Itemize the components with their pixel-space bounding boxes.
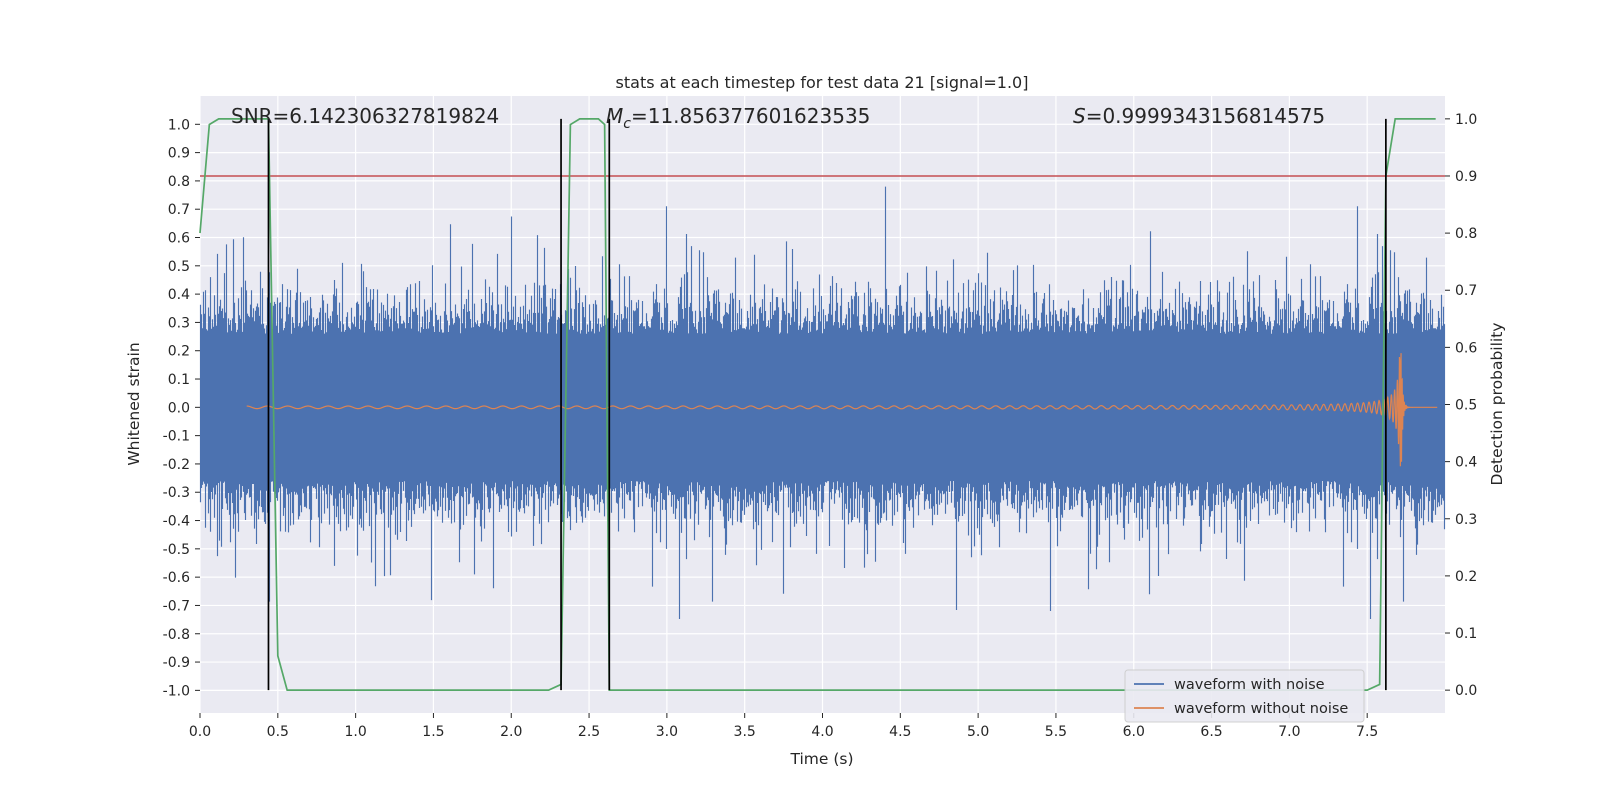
detection-markers bbox=[267, 118, 1387, 691]
y-tick-label-left: 0.9 bbox=[168, 146, 190, 162]
y-tick-label-right: 0.3 bbox=[1455, 512, 1477, 528]
legend-box bbox=[1124, 669, 1365, 723]
y-tick-label-left: 0.7 bbox=[168, 202, 190, 218]
x-tick-label: 3.5 bbox=[734, 724, 756, 740]
x-tick-label: 4.0 bbox=[811, 724, 833, 740]
x-tick-label: 7.5 bbox=[1356, 724, 1378, 740]
y-tick-label-right: 0.9 bbox=[1455, 169, 1477, 185]
legend-label-signal: waveform without noise bbox=[1174, 701, 1348, 717]
y-tick-label-left: -0.5 bbox=[163, 542, 190, 558]
y-tick-label-left: -0.8 bbox=[163, 627, 190, 643]
x-axis-label: Time (s) bbox=[789, 750, 853, 768]
x-tick-label: 6.5 bbox=[1200, 724, 1222, 740]
detection-statistic-annotation: S=0.9999343156814575 bbox=[1073, 104, 1325, 128]
signal-waveform-layer bbox=[246, 353, 1438, 467]
statistic-value: =0.9999343156814575 bbox=[1086, 104, 1325, 128]
y-tick-label-right: 0.5 bbox=[1455, 398, 1477, 414]
x-tick-label: 5.0 bbox=[967, 724, 989, 740]
y-tick-label-left: 0.8 bbox=[168, 174, 190, 190]
detection-probability-line bbox=[199, 118, 1436, 691]
y-tick-label-left: 0.6 bbox=[168, 231, 190, 247]
x-tick-label: 4.5 bbox=[889, 724, 911, 740]
legend-label-noise: waveform with noise bbox=[1174, 677, 1325, 693]
axes: 0.0 0.5 1.0 1.5 2.0 2.5 3.0 3.5 4.0 4.5 5.0 5.5 6.0 6… bbox=[163, 112, 1478, 740]
y-tick-label-right: 0.6 bbox=[1455, 340, 1477, 356]
y-tick-label-left: 0.3 bbox=[168, 315, 190, 331]
x-tick-label: 6.0 bbox=[1123, 724, 1145, 740]
x-tick-label: 0.5 bbox=[267, 724, 289, 740]
y-tick-label-right: 0.8 bbox=[1455, 226, 1477, 242]
x-tick-label: 7.0 bbox=[1278, 724, 1300, 740]
y-axis-label-left: Whitened strain bbox=[125, 342, 143, 465]
chirp-mass-annotation: Mc=11.856377601623535 bbox=[606, 104, 870, 132]
x-tick-label: 0.0 bbox=[189, 724, 211, 740]
chirp-mass-subscript: c bbox=[623, 116, 631, 132]
chart-title: stats at each timestep for test data 21 … bbox=[616, 73, 1029, 92]
chirp-mass-value: =11.856377601623535 bbox=[631, 104, 870, 128]
chirp-mass-symbol: M bbox=[606, 104, 623, 128]
x-tick-label: 3.0 bbox=[656, 724, 678, 740]
y-tick-label-left: 0.2 bbox=[168, 344, 190, 360]
signal-waveform-line bbox=[246, 353, 1438, 467]
y-tick-label-right: 0.7 bbox=[1455, 283, 1477, 299]
y-tick-label-left: -0.3 bbox=[163, 485, 190, 501]
statistic-symbol: S bbox=[1073, 104, 1086, 128]
y-axis-label-right: Detection probability bbox=[1488, 323, 1506, 486]
y-tick-label-right: 0.4 bbox=[1455, 455, 1477, 471]
x-tick-label: 5.5 bbox=[1045, 724, 1067, 740]
y-tick-label-left: -0.6 bbox=[163, 570, 190, 586]
x-tick-label: 1.5 bbox=[422, 724, 444, 740]
y-tick-label-left: 0.4 bbox=[168, 287, 190, 303]
legend: waveform with noise waveform without noi… bbox=[1124, 669, 1365, 723]
y-tick-label-left: 1.0 bbox=[168, 117, 190, 133]
y-tick-label-left: 0.5 bbox=[168, 259, 190, 275]
y-tick-label-right: 0.1 bbox=[1455, 626, 1477, 642]
y-tick-label-right: 0.0 bbox=[1455, 683, 1477, 699]
x-tick-label: 2.0 bbox=[500, 724, 522, 740]
x-tick-label: 1.0 bbox=[344, 724, 366, 740]
y-tick-label-left: 0.1 bbox=[168, 372, 190, 388]
y-tick-label-right: 0.2 bbox=[1455, 569, 1477, 585]
y-tick-label-left: -0.7 bbox=[163, 598, 190, 614]
snr-annotation: SNR=6.142306327819824 bbox=[231, 104, 499, 128]
y-tick-label-left: -1.0 bbox=[163, 683, 190, 699]
x-tick-label: 2.5 bbox=[578, 724, 600, 740]
y-tick-label-left: -0.2 bbox=[163, 457, 190, 473]
y-tick-label-left: -0.4 bbox=[163, 514, 190, 530]
probability-layer bbox=[199, 118, 1436, 691]
y-tick-label-left: -0.9 bbox=[163, 655, 190, 671]
y-tick-label-right: 1.0 bbox=[1455, 112, 1477, 128]
y-tick-label-left: 0.0 bbox=[168, 400, 190, 416]
y-tick-label-left: -0.1 bbox=[163, 429, 190, 445]
